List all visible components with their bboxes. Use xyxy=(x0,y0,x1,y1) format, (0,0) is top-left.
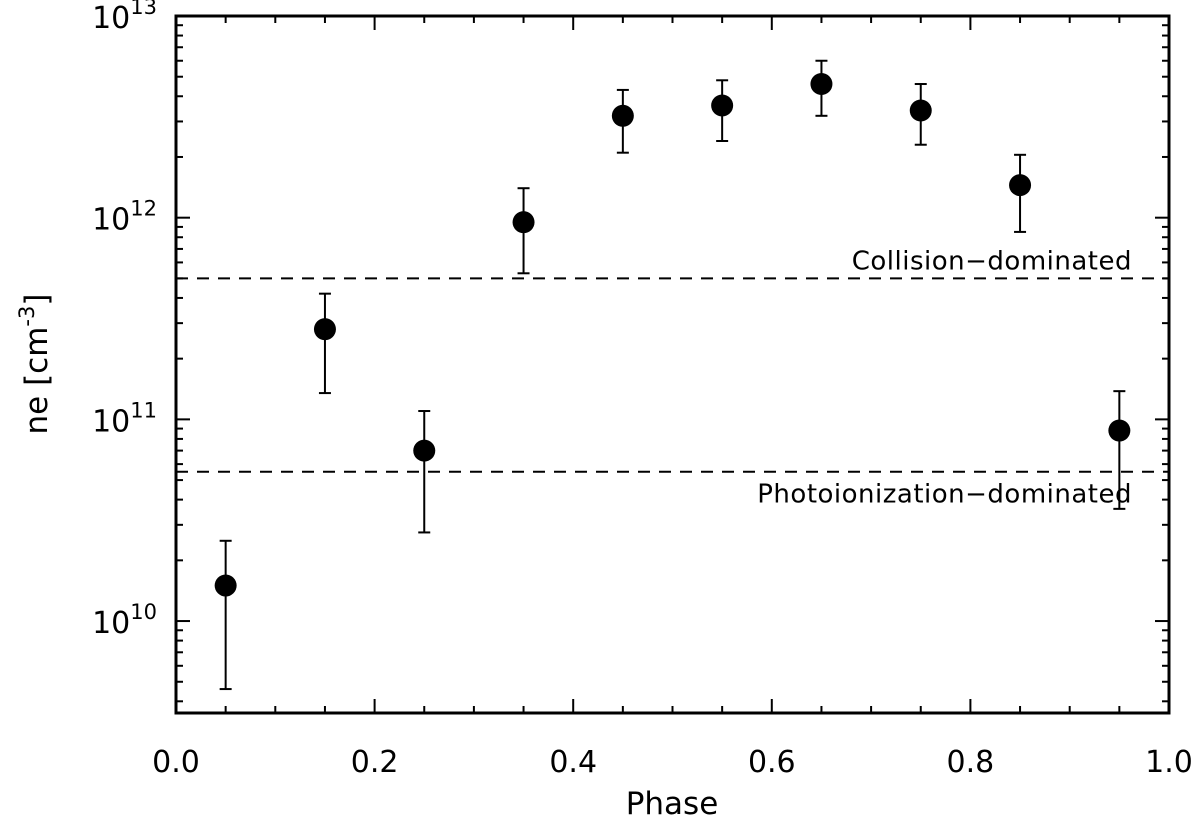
tick-marks xyxy=(175,15,1170,713)
reference-lines: Collision−dominated Photoionization−domin… xyxy=(176,246,1169,510)
x-axis-title: Phase xyxy=(626,786,719,822)
x-tick-label: 0.2 xyxy=(351,745,399,780)
data-point xyxy=(413,439,436,462)
y-tick-labels: 1010 1011 1012 1013 xyxy=(92,0,157,641)
x-tick-label: 0.6 xyxy=(748,745,796,780)
data-point xyxy=(711,94,734,117)
data-point xyxy=(611,104,634,127)
y-axis-title-close: ] xyxy=(19,294,55,306)
y-axis-title-exponent: -3 xyxy=(15,306,39,327)
x-tick-label: 1.0 xyxy=(1145,745,1193,780)
x-tick-label: 0.0 xyxy=(152,745,200,780)
error-bars xyxy=(219,59,1126,691)
y-tick-label: 1013 xyxy=(92,0,157,36)
x-tick-labels: 0.0 0.2 0.4 0.6 0.8 1.0 xyxy=(152,745,1193,780)
x-tick-label: 0.4 xyxy=(549,745,597,780)
data-point xyxy=(1108,419,1131,442)
y-tick-label: 1010 xyxy=(92,600,157,641)
reference-line-label: Collision−dominated xyxy=(852,246,1132,276)
y-axis-title: ne [cm-3] xyxy=(15,294,55,435)
data-point xyxy=(810,73,833,96)
data-point xyxy=(1009,174,1032,197)
y-tick-label: 1012 xyxy=(92,197,157,238)
data-points xyxy=(214,73,1131,597)
data-point xyxy=(214,574,237,597)
x-tick-label: 0.8 xyxy=(947,745,995,780)
data-point xyxy=(512,211,535,234)
reference-line-label: Photoionization−dominated xyxy=(757,480,1132,510)
data-point xyxy=(909,99,932,122)
y-tick-label: 1011 xyxy=(92,398,157,439)
data-point xyxy=(313,318,336,341)
y-axis-title-main: ne [cm xyxy=(19,327,55,435)
